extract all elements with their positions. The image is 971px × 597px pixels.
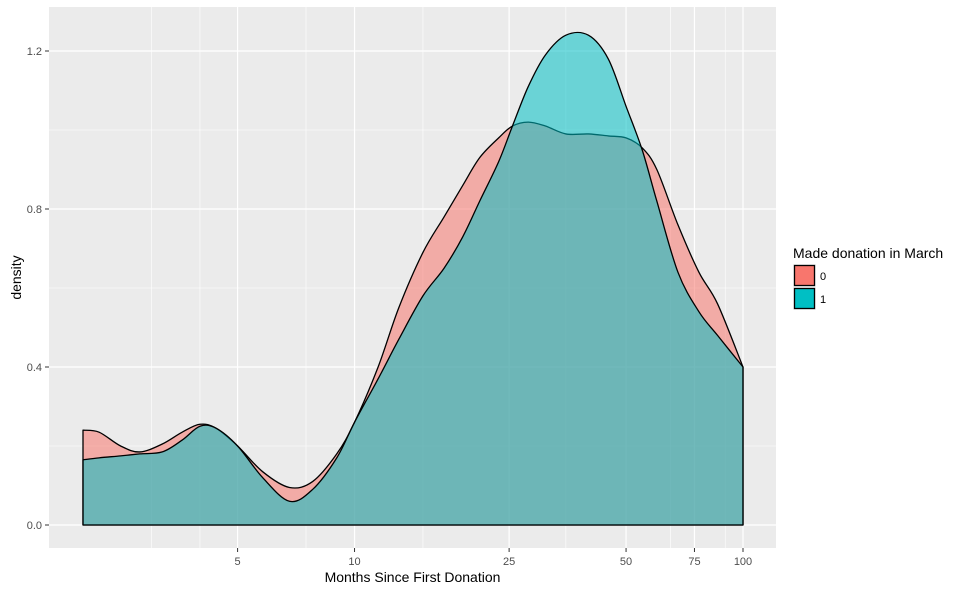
x-axis-title: Months Since First Donation (325, 569, 501, 585)
x-tick-label: 5 (235, 556, 241, 568)
plot-panel (49, 7, 776, 548)
y-axis-title: density (8, 255, 24, 299)
legend-key-series-1 (793, 287, 816, 310)
x-tick-label: 100 (734, 556, 752, 568)
y-tick-label: 0.8 (27, 204, 42, 216)
y-tick-label: 0.4 (27, 362, 42, 374)
y-tick-label: 0.0 (27, 520, 42, 532)
legend-key-series-0 (793, 264, 816, 287)
legend: Made donation in March 0 1 (793, 245, 943, 310)
legend-label-series-0: 0 (820, 271, 826, 283)
density-area-series-1 (82, 31, 744, 526)
x-tick-label: 50 (620, 556, 632, 568)
legend-title: Made donation in March (793, 245, 943, 261)
x-tick-label: 75 (688, 556, 700, 568)
axes: 0.0 0.4 0.8 1.2 5 10 25 50 75 100 Months Since Fir… (8, 46, 752, 585)
legend-label-series-1: 1 (820, 294, 826, 306)
x-tick-label: 10 (348, 556, 360, 568)
y-tick-label: 1.2 (27, 46, 42, 58)
x-tick-label: 25 (503, 556, 515, 568)
